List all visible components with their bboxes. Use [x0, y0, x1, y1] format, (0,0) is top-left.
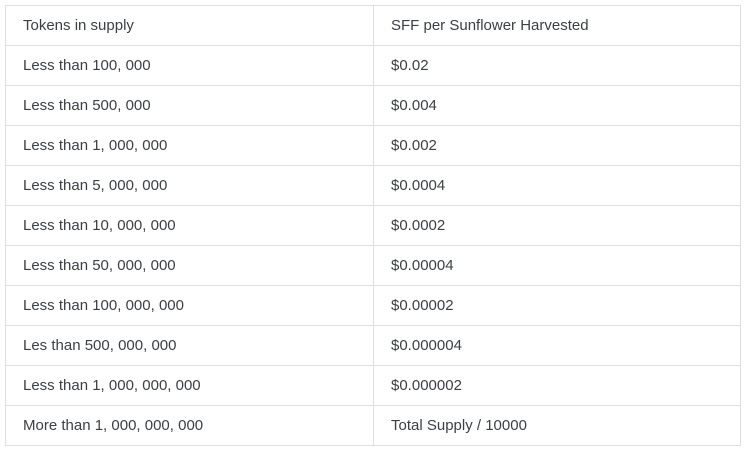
reward-cell: $0.02	[373, 45, 741, 86]
table-row: Less than 1, 000, 000 $0.002	[5, 125, 741, 166]
reward-cell: $0.0002	[373, 205, 741, 246]
supply-cell: Les than 500, 000, 000	[5, 325, 374, 366]
reward-cell: Total Supply / 10000	[373, 405, 741, 446]
supply-cell: Less than 1, 000, 000	[5, 125, 374, 166]
supply-cell: Less than 5, 000, 000	[5, 165, 374, 206]
table-row: Les than 500, 000, 000 $0.000004	[5, 325, 741, 366]
table-row: Less than 5, 000, 000 $0.0004	[5, 165, 741, 206]
table-row: Less than 50, 000, 000 $0.00004	[5, 245, 741, 286]
reward-cell: $0.00002	[373, 285, 741, 326]
reward-cell: $0.004	[373, 85, 741, 126]
supply-cell: Less than 1, 000, 000, 000	[5, 365, 374, 406]
supply-reward-table-container: Tokens in supply SFF per Sunflower Harve…	[5, 5, 741, 446]
supply-reward-table: Tokens in supply SFF per Sunflower Harve…	[5, 5, 741, 446]
reward-cell: $0.00004	[373, 245, 741, 286]
table-row: Less than 1, 000, 000, 000 $0.000002	[5, 365, 741, 406]
header-sff-per-sunflower: SFF per Sunflower Harvested	[373, 5, 741, 46]
reward-cell: $0.002	[373, 125, 741, 166]
supply-cell: More than 1, 000, 000, 000	[5, 405, 374, 446]
supply-cell: Less than 500, 000	[5, 85, 374, 126]
reward-cell: $0.0004	[373, 165, 741, 206]
reward-cell: $0.000002	[373, 365, 741, 406]
header-tokens-in-supply: Tokens in supply	[5, 5, 374, 46]
table-header-row: Tokens in supply SFF per Sunflower Harve…	[5, 5, 741, 46]
reward-cell: $0.000004	[373, 325, 741, 366]
table-row: Less than 100, 000 $0.02	[5, 45, 741, 86]
supply-cell: Less than 100, 000, 000	[5, 285, 374, 326]
supply-cell: Less than 100, 000	[5, 45, 374, 86]
table-row: Less than 500, 000 $0.004	[5, 85, 741, 126]
table-row: More than 1, 000, 000, 000 Total Supply …	[5, 405, 741, 446]
supply-cell: Less than 50, 000, 000	[5, 245, 374, 286]
supply-cell: Less than 10, 000, 000	[5, 205, 374, 246]
table-row: Less than 10, 000, 000 $0.0002	[5, 205, 741, 246]
table-row: Less than 100, 000, 000 $0.00002	[5, 285, 741, 326]
